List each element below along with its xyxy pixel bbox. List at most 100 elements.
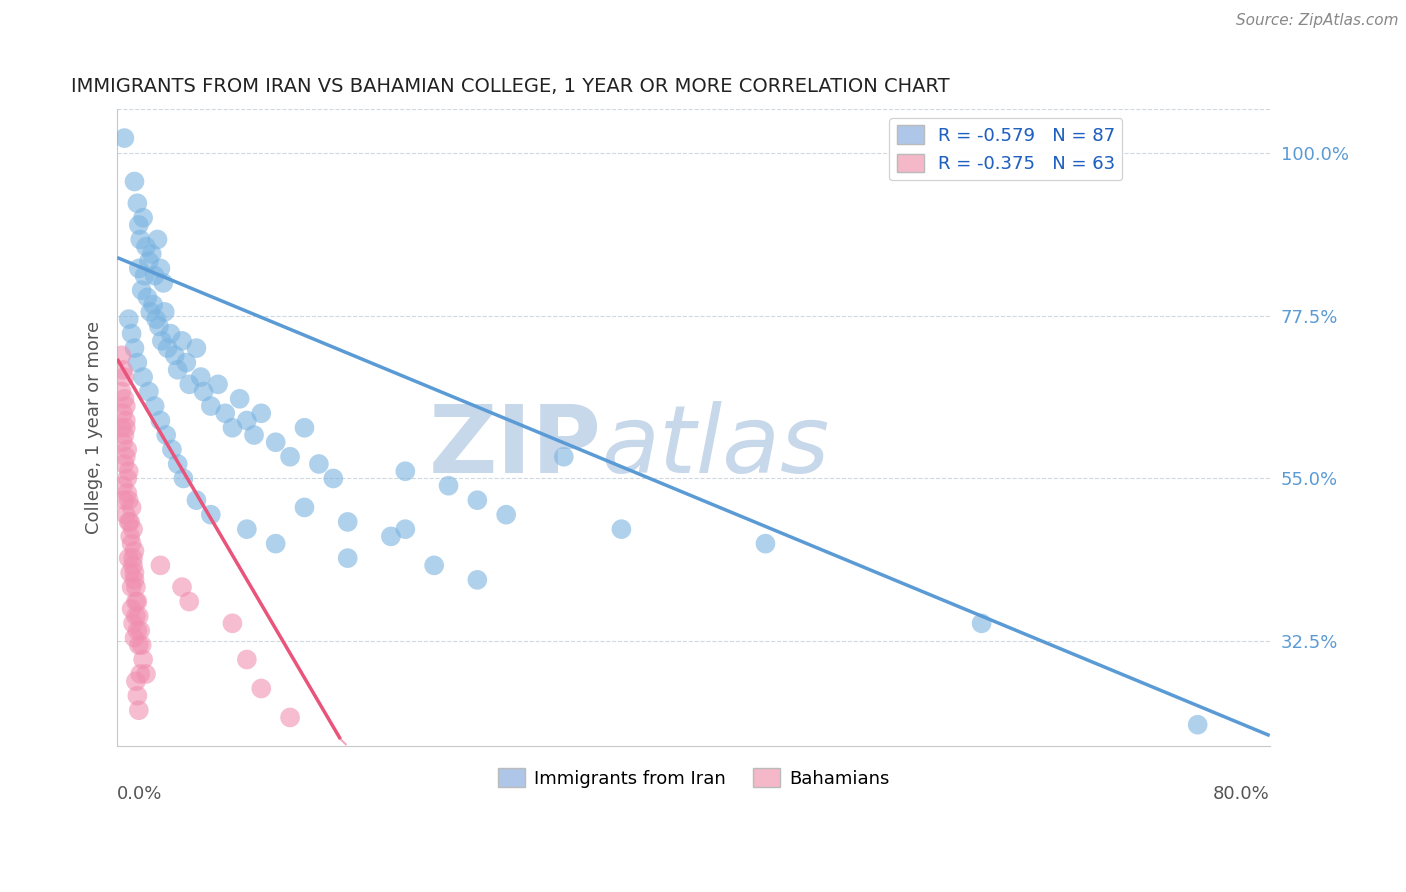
Point — [153, 305, 176, 319]
Point — [128, 638, 150, 652]
Point — [186, 493, 208, 508]
Point — [250, 406, 273, 420]
Point — [193, 384, 215, 399]
Point — [114, 508, 136, 522]
Point — [117, 486, 139, 500]
Point — [124, 544, 146, 558]
Point — [610, 522, 633, 536]
Point — [111, 363, 134, 377]
Point — [136, 290, 159, 304]
Point — [129, 624, 152, 638]
Point — [152, 276, 174, 290]
Point — [134, 268, 156, 283]
Point — [111, 435, 134, 450]
Point — [172, 471, 194, 485]
Point — [110, 384, 132, 399]
Point — [132, 211, 155, 225]
Point — [179, 377, 201, 392]
Point — [114, 399, 136, 413]
Point — [117, 471, 139, 485]
Point — [264, 435, 287, 450]
Point — [236, 652, 259, 666]
Point — [141, 247, 163, 261]
Point — [112, 493, 135, 508]
Point — [155, 428, 177, 442]
Point — [149, 261, 172, 276]
Point — [111, 406, 134, 420]
Point — [129, 232, 152, 246]
Point — [118, 551, 141, 566]
Point — [467, 573, 489, 587]
Point — [122, 522, 145, 536]
Text: 0.0%: 0.0% — [117, 785, 163, 803]
Point — [553, 450, 575, 464]
Point — [146, 232, 169, 246]
Point — [110, 348, 132, 362]
Point — [278, 710, 301, 724]
Point — [124, 573, 146, 587]
Point — [125, 674, 148, 689]
Text: 80.0%: 80.0% — [1213, 785, 1270, 803]
Point — [112, 392, 135, 406]
Point — [308, 457, 330, 471]
Text: Source: ZipAtlas.com: Source: ZipAtlas.com — [1236, 13, 1399, 29]
Point — [236, 522, 259, 536]
Point — [120, 515, 142, 529]
Point — [118, 464, 141, 478]
Point — [127, 196, 149, 211]
Point — [176, 355, 198, 369]
Text: ZIP: ZIP — [429, 401, 602, 493]
Point — [139, 305, 162, 319]
Point — [127, 624, 149, 638]
Point — [114, 421, 136, 435]
Point — [142, 298, 165, 312]
Point — [437, 479, 460, 493]
Point — [131, 283, 153, 297]
Point — [121, 500, 143, 515]
Point — [200, 399, 222, 413]
Point — [128, 218, 150, 232]
Point — [163, 348, 186, 362]
Point — [124, 631, 146, 645]
Point — [221, 421, 243, 435]
Point — [243, 428, 266, 442]
Point — [120, 566, 142, 580]
Point — [160, 442, 183, 457]
Point — [214, 406, 236, 420]
Point — [124, 566, 146, 580]
Point — [122, 616, 145, 631]
Point — [114, 450, 136, 464]
Point — [294, 500, 316, 515]
Point — [132, 370, 155, 384]
Point — [111, 479, 134, 493]
Point — [120, 529, 142, 543]
Point — [143, 268, 166, 283]
Point — [117, 442, 139, 457]
Point — [495, 508, 517, 522]
Point — [122, 551, 145, 566]
Point — [128, 609, 150, 624]
Point — [186, 341, 208, 355]
Point — [150, 334, 173, 348]
Point — [112, 131, 135, 145]
Point — [166, 457, 188, 471]
Point — [124, 175, 146, 189]
Point — [322, 471, 344, 485]
Point — [128, 703, 150, 717]
Y-axis label: College, 1 year or more: College, 1 year or more — [86, 321, 103, 534]
Point — [135, 240, 157, 254]
Point — [148, 319, 170, 334]
Point — [118, 515, 141, 529]
Text: atlas: atlas — [602, 401, 830, 492]
Point — [131, 638, 153, 652]
Point — [380, 529, 402, 543]
Point — [121, 580, 143, 594]
Point — [110, 421, 132, 435]
Point — [336, 551, 359, 566]
Point — [278, 450, 301, 464]
Point — [394, 522, 416, 536]
Point — [170, 580, 193, 594]
Point — [423, 558, 446, 573]
Point — [156, 341, 179, 355]
Point — [159, 326, 181, 341]
